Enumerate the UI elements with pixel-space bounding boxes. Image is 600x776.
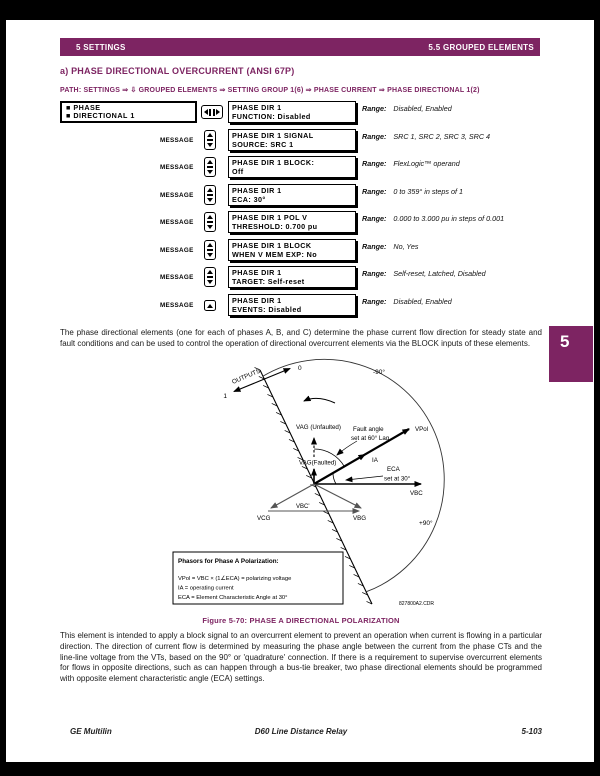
lcd-display: PHASE DIR 1 BLOCK WHEN V MEM EXP: No [228, 239, 356, 261]
menu-line-2: ■ DIRECTIONAL 1 [66, 111, 135, 120]
vcg-vector [270, 483, 315, 509]
menu-path: PATH: SETTINGS ⇒ ⇩ GROUPED ELEMENTS ⇒ SE… [60, 87, 480, 94]
section-heading: a) PHASE DIRECTIONAL OVERCURRENT (ANSI 6… [60, 66, 295, 76]
header-chapter-title: 5 SETTINGS [76, 42, 126, 52]
menu-display-box: ■ PHASE ■ DIRECTIONAL 1 [60, 101, 197, 123]
outputs-arrow-1 [233, 379, 263, 393]
vag-faulted-label: VAG(Faulted) [299, 460, 336, 467]
boundary-hatching [254, 367, 373, 605]
message-up-down-icon [204, 267, 216, 287]
settings-row: MESSAGE PHASE DIR 1 TARGET: Self-reset Ra… [60, 266, 542, 290]
settings-row: MESSAGE PHASE DIR 1 SIGNAL SOURCE: SRC 1 … [60, 129, 542, 153]
plus-90-label: +90° [419, 519, 433, 527]
minus-90-label: -90° [373, 368, 385, 376]
fault-angle-label-1: Fault angle [353, 426, 384, 433]
vpol-label: VPol [415, 426, 428, 433]
eca-label-1: ECA [387, 466, 401, 473]
message-up-down-icon [204, 157, 216, 177]
legend-line-2: IA = operating current [178, 586, 234, 592]
output-1-label: 1 [223, 393, 227, 400]
eca-arc [332, 472, 337, 485]
settings-row: MESSAGE PHASE DIR 1 BLOCK WHEN V MEM EXP:… [60, 239, 542, 263]
vbg-label: VBG [353, 515, 366, 522]
description-paragraph: This element is intended to apply a bloc… [60, 631, 542, 684]
settings-row: MESSAGE PHASE DIR 1 EVENTS: Disabled Rang… [60, 294, 542, 318]
settings-row: MESSAGE PHASE DIR 1 BLOCK: Off Range: Flex… [60, 156, 542, 180]
drawing-number: 827800A2.CDR [399, 601, 434, 607]
message-up-down-icon [204, 130, 216, 150]
message-label: MESSAGE [160, 302, 194, 309]
message-up-down-icon [204, 240, 216, 260]
outputs-label: OUTPUTS [231, 368, 261, 386]
vbc-label: VBC [410, 490, 423, 497]
legend-line-3: ECA = Element Characteristic Angle at 30… [178, 595, 287, 601]
phasor-figure: 0 1 OUTPUTS -90° +90° VAG (Unfaulted) VA… [165, 356, 450, 614]
message-label: MESSAGE [160, 219, 194, 226]
eca-label-2: set at 30° [384, 476, 411, 483]
menu-line-1: ■ PHASE [66, 102, 101, 112]
vpol-vector [313, 428, 410, 485]
range-text: Range: No, Yes [362, 242, 419, 251]
range-text: Range: Disabled, Enabled [362, 104, 452, 113]
message-up-icon [204, 300, 216, 311]
message-label: MESSAGE [160, 192, 194, 199]
lcd-display: PHASE DIR 1 POL V THRESHOLD: 0.700 pu [228, 211, 356, 233]
range-text: Range: 0 to 359° in steps of 1 [362, 187, 463, 196]
message-label: MESSAGE [160, 247, 194, 254]
intro-paragraph: The phase directional elements (one for … [60, 328, 542, 348]
chapter-tab: 5 [549, 326, 593, 382]
message-label: MESSAGE [160, 137, 194, 144]
legend-box [172, 551, 344, 605]
page-header-banner: 5 SETTINGS 5.5 GROUPED ELEMENTS [60, 38, 540, 56]
vcg-label: VCG [257, 515, 271, 522]
settings-row: MESSAGE PHASE DIR 1 POL V THRESHOLD: 0.70… [60, 211, 542, 235]
phasor-diagram: 0 1 OUTPUTS -90° +90° VAG (Unfaulted) VA… [172, 358, 445, 607]
rotation-arrow [303, 395, 336, 404]
message-label: MESSAGE [160, 274, 194, 281]
range-text: Range: Disabled, Enabled [362, 297, 452, 306]
footer-product: D60 Line Distance Relay [254, 727, 348, 736]
vag-unfaulted-label: VAG (Unfaulted) [296, 424, 341, 431]
settings-row: MESSAGE PHASE DIR 1 ECA: 30° Range: 0 to 3… [60, 184, 542, 208]
eca-leader [345, 475, 384, 483]
ia-label: IA [372, 457, 379, 464]
figure-caption: Figure 5-70: PHASE A DIRECTIONAL POLARIZ… [202, 616, 400, 625]
range-text: Range: FlexLogic™ operand [362, 159, 460, 168]
message-up-down-icon [204, 185, 216, 205]
footer-page-number: 5-103 [521, 727, 542, 736]
header-section-title: 5.5 GROUPED ELEMENTS [428, 42, 534, 52]
menu-enter-icon [201, 105, 223, 119]
footer-company: GE Multilin [70, 727, 112, 736]
range-text: Range: Self-reset, Latched, Disabled [362, 269, 486, 278]
settings-row: ■ PHASE ■ DIRECTIONAL 1 PHASE DIR 1 FUNCT… [60, 101, 542, 125]
legend-line-1: VPol = VBC × (1∠ECA) = polarizing voltag… [178, 575, 291, 582]
characteristic-arc [262, 358, 445, 593]
range-text: Range: 0.000 to 3.000 pu in steps of 0.00… [362, 214, 505, 223]
output-0-label: 0 [298, 365, 302, 372]
fault-angle-leader [336, 440, 358, 456]
lcd-display: PHASE DIR 1 ECA: 30° [228, 184, 356, 206]
legend-title: Phasors for Phase A Polarization: [178, 558, 279, 565]
message-label: MESSAGE [160, 164, 194, 171]
message-up-down-icon [204, 212, 216, 232]
fault-angle-label-2: set at 60° Lag [351, 435, 390, 442]
lcd-display: PHASE DIR 1 TARGET: Self-reset [228, 266, 356, 288]
range-text: Range: SRC 1, SRC 2, SRC 3, SRC 4 [362, 132, 491, 141]
vbg-vector [313, 483, 362, 509]
lcd-display: PHASE DIR 1 EVENTS: Disabled [228, 294, 356, 316]
lcd-display: PHASE DIR 1 BLOCK: Off [228, 156, 356, 178]
fault-angle-arc [313, 448, 345, 467]
lcd-display: PHASE DIR 1 SIGNAL SOURCE: SRC 1 [228, 129, 356, 151]
outputs-arrow-0 [261, 367, 291, 381]
vbc-prime-label: VBC' [296, 504, 309, 510]
lcd-display: PHASE DIR 1 FUNCTION: Disabled [228, 101, 356, 123]
